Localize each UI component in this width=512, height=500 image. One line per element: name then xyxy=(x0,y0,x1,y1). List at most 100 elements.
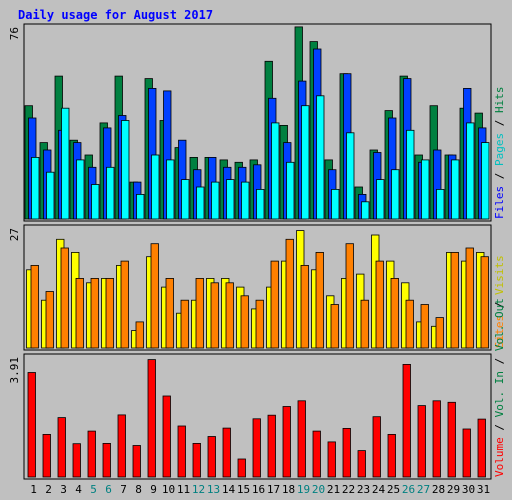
hits_panel-bar-pages-day-20 xyxy=(316,95,325,220)
volume_panel-bar-volume-day-28 xyxy=(432,400,441,478)
hits_panel-bar-pages-day-16 xyxy=(256,188,265,220)
volume_panel-bar-volume-day-22 xyxy=(342,427,351,478)
x-tick-label-day-18: 18 xyxy=(282,483,295,496)
visits_panel-bar-sites-day-21 xyxy=(330,304,339,349)
visits_panel-series-sites xyxy=(30,238,489,349)
visits_panel-legend: Sites / Visits xyxy=(493,255,506,348)
x-tick-label-day-3: 3 xyxy=(60,483,67,496)
x-tick-label-day-10: 10 xyxy=(162,483,175,496)
hits_panel-bar-pages-day-3 xyxy=(61,107,70,220)
x-tick-label-day-28: 28 xyxy=(432,483,445,496)
hits_panel: 76 Files / Pages / Hits xyxy=(8,23,506,222)
visits_panel-bar-sites-day-27 xyxy=(420,304,429,349)
volume_panel-series-volume xyxy=(27,359,486,478)
hits_panel-bar-pages-day-18 xyxy=(286,161,295,220)
visits_panel-bar-sites-day-28 xyxy=(435,317,444,349)
x-tick-label-day-19: 19 xyxy=(297,483,310,496)
volume_panel-bar-volume-day-9 xyxy=(147,359,156,478)
x-tick-label-day-14: 14 xyxy=(222,483,236,496)
hits_panel-bar-pages-day-9 xyxy=(151,154,160,220)
hits_panel-bar-pages-day-19 xyxy=(301,105,310,220)
volume_panel-bar-volume-day-23 xyxy=(357,450,366,478)
volume_panel-bar-volume-day-20 xyxy=(312,430,321,478)
volume_panel-ymax-label: 3.91 xyxy=(8,357,21,384)
hits_panel-series-pages xyxy=(31,95,490,220)
hits_panel-bar-pages-day-8 xyxy=(136,193,145,220)
visits_panel-bar-sites-day-19 xyxy=(300,264,309,349)
x-tick-label-day-23: 23 xyxy=(357,483,370,496)
visits_panel-bar-sites-day-11 xyxy=(180,299,189,349)
visits_panel-bar-sites-day-5 xyxy=(90,277,99,349)
visits_panel-bar-sites-day-9 xyxy=(150,243,159,349)
volume_panel-bar-volume-day-27 xyxy=(417,405,426,478)
x-tick-label-day-20: 20 xyxy=(312,483,325,496)
visits_panel-bar-sites-day-7 xyxy=(120,260,129,349)
volume_panel-bar-volume-day-30 xyxy=(462,428,471,478)
x-tick-label-day-13: 13 xyxy=(207,483,220,496)
volume_panel-bar-volume-day-8 xyxy=(132,445,141,478)
x-tick-label-day-1: 1 xyxy=(30,483,37,496)
volume_panel-bar-volume-day-13 xyxy=(207,436,216,478)
volume_panel-bar-volume-day-26 xyxy=(402,363,411,478)
volume_panel-bar-volume-day-16 xyxy=(252,418,261,478)
visits_panel-bar-sites-day-3 xyxy=(60,247,69,349)
visits_panel-bar-sites-day-31 xyxy=(480,256,489,349)
hits_panel-bar-pages-day-5 xyxy=(91,184,100,220)
hits_panel-bar-pages-day-29 xyxy=(451,159,460,220)
hits_panel-bar-pages-day-31 xyxy=(481,142,490,220)
x-tick-label-day-27: 27 xyxy=(417,483,430,496)
x-tick-label-day-4: 4 xyxy=(75,483,82,496)
visits_panel-bar-sites-day-23 xyxy=(360,299,369,349)
hits_panel-bar-pages-day-21 xyxy=(331,188,340,220)
visits_panel-bar-sites-day-30 xyxy=(465,247,474,349)
x-tick-label-day-30: 30 xyxy=(462,483,475,496)
hits_panel-bar-pages-day-4 xyxy=(76,159,85,220)
x-axis-labels: 1 2 3 4 5 6 7 8 9 10 11 12 13 14 15 16 17 18 19 20 21 22 23 24 2… xyxy=(30,483,490,496)
x-tick-label-day-21: 21 xyxy=(327,483,340,496)
hits_panel-bar-pages-day-12 xyxy=(196,186,205,220)
x-tick-label-day-24: 24 xyxy=(372,483,386,496)
x-tick-label-day-25: 25 xyxy=(387,483,400,496)
volume_panel-bar-volume-day-7 xyxy=(117,414,126,478)
volume_panel-bar-volume-day-24 xyxy=(372,416,381,478)
visits_panel-bar-sites-day-17 xyxy=(270,260,279,349)
visits_panel-bar-sites-day-1 xyxy=(30,264,39,349)
visits_panel: 27 Sites / Visits xyxy=(8,224,506,351)
x-tick-label-day-29: 29 xyxy=(447,483,460,496)
hits_panel-bar-pages-day-6 xyxy=(106,166,115,220)
visits_panel-bar-sites-day-16 xyxy=(255,299,264,349)
volume_panel-bar-volume-day-11 xyxy=(177,425,186,478)
hits_panel-bar-pages-day-22 xyxy=(346,132,355,220)
hits_panel-bar-pages-day-27 xyxy=(421,159,430,220)
x-tick-label-day-16: 16 xyxy=(252,483,265,496)
visits_panel-bar-sites-day-6 xyxy=(105,277,114,349)
hits_panel-bar-pages-day-25 xyxy=(391,169,400,220)
visits_panel-bar-sites-day-24 xyxy=(375,260,384,349)
volume_panel-bar-volume-day-12 xyxy=(192,442,201,478)
volume_panel-bar-volume-day-1 xyxy=(27,372,36,478)
volume_panel-bar-volume-day-5 xyxy=(87,430,96,478)
hits_panel-ymax-label: 76 xyxy=(8,27,21,40)
volume_panel-bar-volume-day-19 xyxy=(297,400,306,478)
visits_panel-bar-sites-day-26 xyxy=(405,299,414,349)
hits_panel-bar-pages-day-30 xyxy=(466,122,475,220)
hits_panel-bar-pages-day-24 xyxy=(376,179,385,220)
visits_panel-bar-sites-day-2 xyxy=(45,291,54,349)
x-tick-label-day-9: 9 xyxy=(150,483,157,496)
hits_panel-bar-pages-day-28 xyxy=(436,188,445,220)
hits_panel-bar-pages-day-26 xyxy=(406,129,415,220)
volume_panel-bar-volume-day-29 xyxy=(447,401,456,478)
hits_panel-bar-pages-day-1 xyxy=(31,156,40,220)
x-tick-label-day-5: 5 xyxy=(90,483,97,496)
hits_panel-bar-pages-day-10 xyxy=(166,159,175,220)
x-tick-label-day-12: 12 xyxy=(192,483,205,496)
visits_panel-bar-sites-day-22 xyxy=(345,243,354,349)
x-tick-label-day-26: 26 xyxy=(402,483,415,496)
hits_panel-bar-pages-day-14 xyxy=(226,179,235,220)
hits_panel-bar-pages-day-17 xyxy=(271,122,280,220)
volume_panel-bar-volume-day-18 xyxy=(282,406,291,478)
x-tick-label-day-7: 7 xyxy=(120,483,127,496)
hits_panel-bar-pages-day-2 xyxy=(46,171,55,220)
visits_panel-bar-sites-day-25 xyxy=(390,277,399,349)
